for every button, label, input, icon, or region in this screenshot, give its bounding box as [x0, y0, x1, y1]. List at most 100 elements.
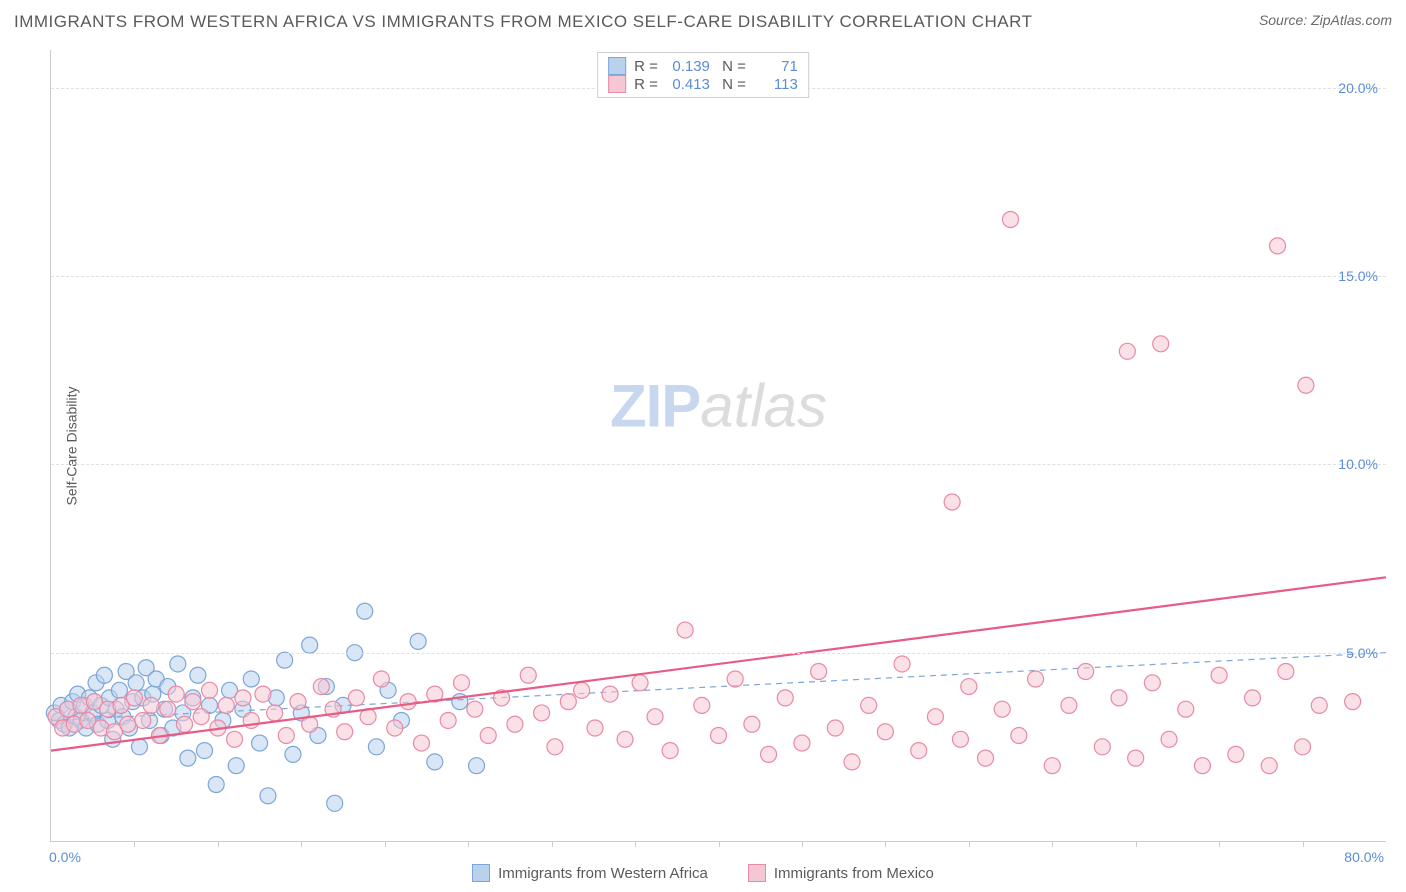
data-point [190, 667, 206, 683]
swatch-series-1 [608, 75, 626, 93]
data-point [260, 788, 276, 804]
data-point [170, 656, 186, 672]
data-point [285, 746, 301, 762]
data-point [185, 694, 201, 710]
stats-row-series-1: R = 0.413 N = 113 [608, 75, 798, 93]
legend-label-1: Immigrants from Mexico [774, 865, 934, 882]
n-value-1: 113 [754, 76, 798, 93]
data-point [1078, 664, 1094, 680]
data-point [662, 743, 678, 759]
header-bar: IMMIGRANTS FROM WESTERN AFRICA VS IMMIGR… [14, 12, 1392, 32]
data-point [617, 731, 633, 747]
xtick-mark [1219, 841, 1220, 847]
data-point [1345, 694, 1361, 710]
data-point [1128, 750, 1144, 766]
data-point [290, 694, 306, 710]
data-point [387, 720, 403, 736]
data-point [440, 712, 456, 728]
gridline [51, 276, 1386, 277]
xtick-mark [802, 841, 803, 847]
data-point [1044, 758, 1060, 774]
xtick-label: 0.0% [49, 849, 81, 865]
data-point [267, 705, 283, 721]
data-point [861, 697, 877, 713]
legend-swatch-0 [472, 864, 490, 882]
trend-line [51, 577, 1386, 750]
data-point [160, 701, 176, 717]
data-point [1003, 212, 1019, 228]
data-point [1311, 697, 1327, 713]
data-point [202, 682, 218, 698]
data-point [811, 664, 827, 680]
data-point [1119, 343, 1135, 359]
data-point [927, 709, 943, 725]
data-point [1178, 701, 1194, 717]
data-point [177, 716, 193, 732]
xtick-mark [1303, 841, 1304, 847]
data-point [1161, 731, 1177, 747]
data-point [427, 754, 443, 770]
xtick-mark [885, 841, 886, 847]
data-point [193, 709, 209, 725]
data-point [761, 746, 777, 762]
xtick-mark [969, 841, 970, 847]
data-point [96, 667, 112, 683]
data-point [1261, 758, 1277, 774]
data-point [135, 712, 151, 728]
data-point [302, 637, 318, 653]
data-point [469, 758, 485, 774]
data-point [168, 686, 184, 702]
gridline [51, 464, 1386, 465]
data-point [277, 652, 293, 668]
data-point [1211, 667, 1227, 683]
data-point [111, 682, 127, 698]
xtick-mark [1136, 841, 1137, 847]
data-point [1111, 690, 1127, 706]
gridline [51, 653, 1386, 654]
data-point [357, 603, 373, 619]
data-point [467, 701, 483, 717]
data-point [348, 690, 364, 706]
data-point [1278, 664, 1294, 680]
xtick-mark [385, 841, 386, 847]
ytick-label: 15.0% [1338, 268, 1378, 284]
xtick-mark [134, 841, 135, 847]
xtick-mark [218, 841, 219, 847]
data-point [1144, 675, 1160, 691]
data-point [574, 682, 590, 698]
data-point [373, 671, 389, 687]
data-point [534, 705, 550, 721]
data-point [507, 716, 523, 732]
data-point [208, 777, 224, 793]
data-point [400, 694, 416, 710]
data-point [1245, 690, 1261, 706]
xtick-mark [1052, 841, 1053, 847]
data-point [454, 675, 470, 691]
data-point [218, 697, 234, 713]
data-point [844, 754, 860, 770]
xtick-mark [635, 841, 636, 847]
source-label: Source: ZipAtlas.com [1259, 12, 1392, 28]
data-point [961, 679, 977, 695]
data-point [327, 795, 343, 811]
data-point [227, 731, 243, 747]
stats-row-series-0: R = 0.139 N = 71 [608, 57, 798, 75]
swatch-series-0 [608, 57, 626, 75]
data-point [794, 735, 810, 751]
data-point [952, 731, 968, 747]
chart-svg [51, 50, 1386, 841]
data-point [1094, 739, 1110, 755]
data-point [560, 694, 576, 710]
data-point [894, 656, 910, 672]
data-point [1194, 758, 1210, 774]
xtick-mark [552, 841, 553, 847]
data-point [978, 750, 994, 766]
chart-title: IMMIGRANTS FROM WESTERN AFRICA VS IMMIGR… [14, 12, 1032, 32]
data-point [1228, 746, 1244, 762]
data-point [243, 671, 259, 687]
ytick-label: 20.0% [1338, 80, 1378, 96]
data-point [744, 716, 760, 732]
ytick-label: 10.0% [1338, 456, 1378, 472]
data-point [727, 671, 743, 687]
xtick-mark [468, 841, 469, 847]
